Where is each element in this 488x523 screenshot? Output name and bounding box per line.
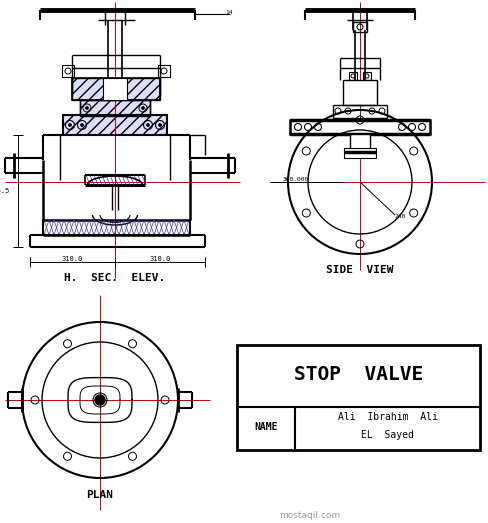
Bar (289, 120, 429, 134)
Text: 240: 240 (393, 213, 405, 219)
Text: 14: 14 (224, 9, 232, 15)
Bar (63, 115, 167, 135)
Bar (342, 80, 376, 105)
Text: NAME: NAME (254, 422, 277, 432)
Circle shape (158, 123, 161, 127)
Circle shape (95, 395, 105, 405)
Bar (343, 148, 375, 158)
Bar (103, 78, 127, 100)
Text: 360.000: 360.000 (282, 176, 308, 181)
Circle shape (85, 107, 88, 109)
Bar (348, 72, 356, 80)
Circle shape (81, 123, 83, 127)
Text: H.  SEC.  ELEV.: H. SEC. ELEV. (64, 273, 165, 283)
Circle shape (146, 123, 149, 127)
Text: 310.0: 310.0 (149, 256, 170, 262)
Bar (80, 100, 150, 116)
Bar (80, 100, 150, 116)
Bar (349, 134, 369, 152)
Text: 200.5: 200.5 (0, 188, 10, 194)
Bar (72, 78, 160, 100)
Text: STOP  VALVE: STOP VALVE (293, 366, 422, 384)
Text: Ali  Ibrahim  Ali: Ali Ibrahim Ali (337, 412, 437, 422)
Circle shape (141, 107, 144, 109)
Text: EL  Sayed: EL Sayed (360, 430, 413, 440)
Circle shape (68, 123, 71, 127)
Bar (62, 65, 74, 77)
Bar (237, 345, 479, 450)
Bar (352, 22, 366, 32)
Text: mostaqil.com: mostaqil.com (279, 510, 340, 519)
Bar (158, 65, 170, 77)
Text: SIDE  VIEW: SIDE VIEW (325, 265, 393, 275)
Bar (72, 78, 160, 100)
Bar (362, 72, 370, 80)
Bar (63, 115, 167, 135)
Text: PLAN: PLAN (86, 490, 113, 500)
Text: 310.0: 310.0 (61, 256, 82, 262)
